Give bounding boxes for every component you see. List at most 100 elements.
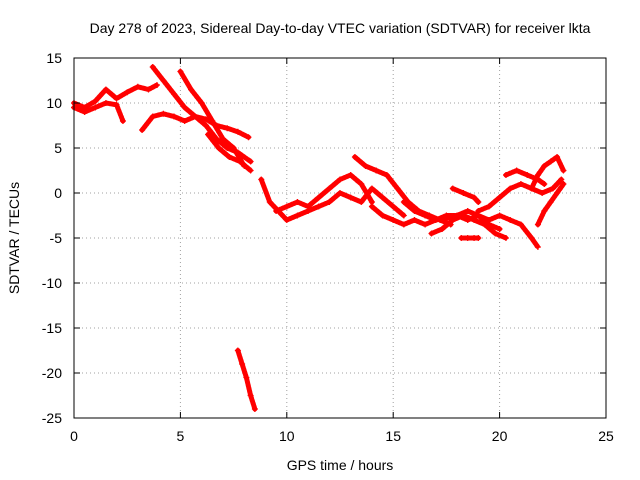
data-point (475, 208, 482, 214)
data-point (449, 217, 456, 223)
data-point (326, 185, 333, 192)
data-point (539, 190, 546, 196)
data-point (524, 172, 531, 178)
x-tick-label: 10 (279, 428, 295, 444)
data-point (471, 194, 478, 201)
data-point (283, 217, 290, 223)
data-series (428, 212, 509, 241)
data-point (458, 235, 465, 241)
data-point (326, 199, 333, 205)
data-point (198, 100, 205, 106)
data-point (390, 203, 397, 210)
data-series (449, 185, 482, 205)
data-point (192, 113, 199, 120)
data-point (507, 185, 514, 192)
data-point (92, 98, 99, 105)
data-point (411, 208, 418, 214)
data-point (102, 100, 109, 106)
data-point (358, 181, 365, 187)
data-point (294, 212, 301, 219)
data-point (226, 154, 233, 160)
data-point (481, 221, 488, 228)
data-point (449, 185, 456, 192)
data-point (160, 110, 167, 117)
grid (74, 58, 606, 418)
data-point (219, 136, 226, 142)
x-tick-label: 20 (492, 428, 508, 444)
data-point (502, 235, 509, 241)
data-point (273, 208, 280, 214)
data-series (273, 172, 375, 214)
data-point (464, 235, 471, 241)
y-tick-label: -20 (42, 365, 62, 381)
data-point (315, 194, 322, 201)
data-series (71, 100, 126, 124)
data-point (554, 190, 561, 196)
data-point (439, 226, 446, 232)
data-point (337, 176, 343, 183)
chart-title: Day 278 of 2023, Sidereal Day-to-day VTE… (90, 20, 591, 36)
data-point (422, 212, 429, 219)
data-series (234, 347, 258, 412)
data-point (347, 172, 354, 178)
data-point (496, 212, 503, 219)
x-tick-label: 5 (177, 428, 185, 444)
data-point (507, 217, 514, 223)
data-point (224, 145, 231, 151)
y-tick-label: -15 (42, 320, 62, 336)
data-series (502, 167, 548, 187)
data-point (517, 181, 524, 187)
y-tick-label: 5 (54, 140, 62, 156)
data-point (460, 190, 467, 196)
data-point (113, 101, 120, 108)
data-point (202, 122, 209, 129)
data-point (528, 235, 535, 241)
data-point (247, 392, 254, 399)
data-point (496, 194, 503, 201)
data-point (119, 118, 126, 124)
data-point (379, 194, 386, 201)
series-line (450, 186, 481, 205)
data-point (145, 86, 152, 93)
data-point (124, 89, 131, 96)
data-point (202, 116, 209, 123)
data-point (502, 172, 509, 178)
data-series (534, 181, 567, 228)
data-point (400, 199, 407, 205)
data-point (554, 154, 561, 160)
data-point (243, 374, 250, 381)
data-point (358, 199, 365, 205)
y-tick-label: -25 (42, 410, 62, 426)
data-point (541, 163, 548, 169)
data-point (428, 230, 435, 237)
data-point (92, 104, 99, 111)
data-point (205, 131, 212, 138)
data-point (113, 95, 120, 102)
data-point (153, 82, 160, 88)
data-series (458, 235, 482, 241)
data-series (205, 131, 254, 174)
data-point (379, 212, 386, 219)
data-point (234, 128, 241, 135)
data-point (549, 185, 556, 192)
data-point (230, 145, 237, 151)
data-point (245, 134, 252, 141)
data-point (411, 217, 418, 223)
data-series (400, 199, 541, 250)
data-point (373, 167, 380, 174)
plot-data (71, 64, 567, 412)
y-tick-label: 10 (46, 95, 62, 111)
data-point (283, 203, 290, 210)
x-tick-label: 0 (70, 428, 78, 444)
data-point (347, 194, 354, 201)
data-series (258, 176, 407, 223)
data-point (266, 199, 273, 205)
data-point (224, 125, 231, 132)
data-point (394, 185, 401, 192)
data-point (547, 199, 554, 205)
data-point (209, 118, 216, 124)
data-point (236, 158, 243, 165)
data-point (547, 158, 554, 165)
data-point (368, 203, 375, 210)
